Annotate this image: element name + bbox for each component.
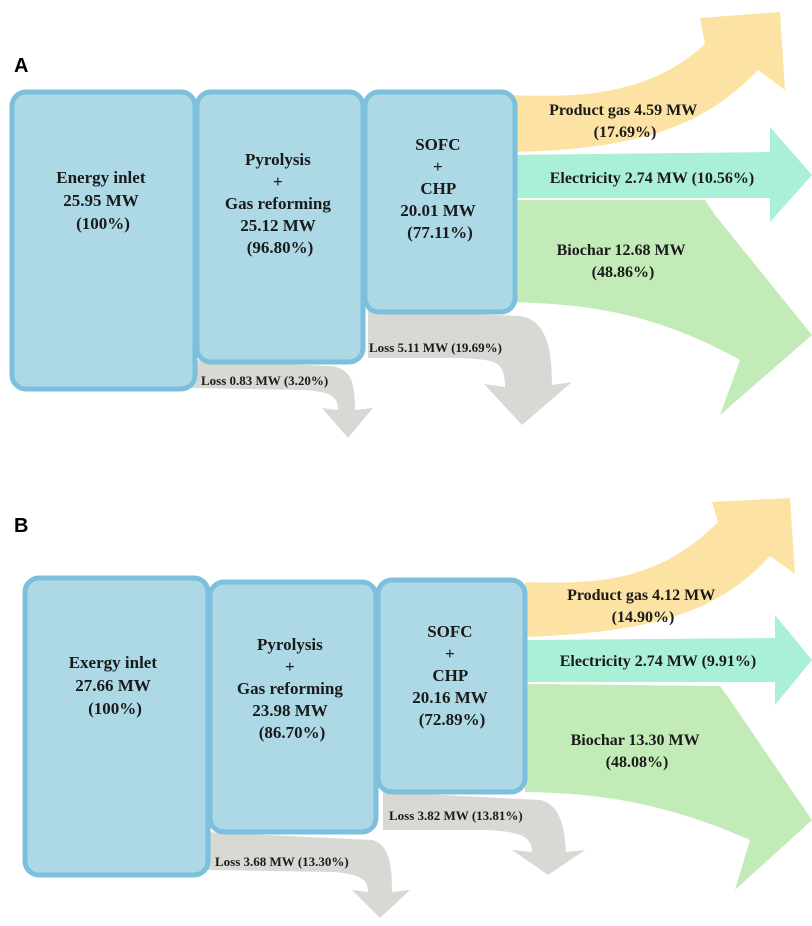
panel-b-loss2-label: Loss 3.82 MW (13.81%)	[389, 808, 523, 823]
panel-a-loss2-flow	[368, 310, 572, 425]
panel-b-biochar-flow	[525, 684, 812, 890]
panel-b-stage1-line: Pyrolysis	[257, 635, 323, 654]
panel-b-stage1-line: 23.98 MW	[252, 701, 328, 720]
panel-a-inlet-line: Energy inlet	[56, 168, 146, 187]
panel-b-electricity-flow	[525, 615, 812, 705]
panel-b-biochar-line: Biochar 13.30 MW	[571, 732, 700, 749]
panel-a-inlet-line: 25.95 MW	[63, 191, 139, 210]
panel-b-product-gas-line: Product gas 4.12 MW	[567, 587, 715, 604]
panel-a-biochar-flow	[510, 200, 812, 415]
panel-a-product-gas-flow	[510, 12, 785, 152]
panel-a-product-gas-line: Product gas 4.59 MW	[549, 102, 697, 119]
panel-a-label: A	[14, 55, 28, 77]
panel-a-inlet-line: (100%)	[76, 214, 130, 233]
panel-b-inlet-line: Exergy inlet	[69, 653, 158, 672]
panel-b-inlet-line: 27.66 MW	[75, 676, 151, 695]
panel-b-loss2-flow	[383, 792, 585, 875]
panel-a-stage1-line: 25.12 MW	[240, 216, 316, 235]
panel-b-stage1-line: Gas reforming	[237, 679, 343, 698]
panel-b-stage2-line: +	[445, 644, 455, 663]
panel-a-stage2-line: +	[433, 157, 443, 176]
panel-b-product-gas-label: Product gas 4.12 MW (14.90%)	[567, 587, 719, 626]
panel-a-electricity-flow	[510, 127, 812, 222]
panel-a-inlet-label: Energy inlet 25.95 MW (100%)	[56, 168, 150, 233]
panel-b-stage1-line: +	[285, 657, 295, 676]
panel-b-inlet-box	[22, 575, 211, 878]
panel-b-stage2-line: (72.89%)	[419, 710, 486, 729]
panel-b-biochar-label: Biochar 13.30 MW (48.08%)	[571, 732, 704, 771]
panel-b-inlet-label: Exergy inlet 27.66 MW (100%)	[69, 653, 162, 718]
panel-b-loss1-flow	[205, 832, 410, 918]
panel-b-stage2-box	[375, 577, 528, 795]
panel-a-electricity-line: Electricity 2.74 MW (10.56%)	[550, 170, 755, 187]
panel-a-stage2-line: 20.01 MW	[400, 201, 476, 220]
panel-a: A Energy inlet 25.95 MW (100%) Pyrolysis…	[9, 12, 812, 438]
panel-b-stage1-line: (86.70%)	[259, 723, 326, 742]
panel-a-stage2-label: SOFC + CHP 20.01 MW (77.11%)	[400, 135, 480, 242]
panel-a-stage1-line: (96.80%)	[247, 238, 314, 257]
panel-a-biochar-line: (48.86%)	[592, 264, 655, 281]
panel-b-product-gas-line: (14.90%)	[612, 609, 675, 626]
panel-b-stage2-label: SOFC + CHP 20.16 MW (72.89%)	[412, 622, 492, 729]
panel-a-stage2-line: (77.11%)	[407, 223, 473, 242]
panel-a-loss1-flow	[190, 360, 373, 438]
panel-a-stage2-line: SOFC	[415, 135, 460, 154]
panel-a-loss1-label: Loss 0.83 MW (3.20%)	[201, 373, 328, 388]
panel-b: B Exergy inlet 27.66 MW (100%) Pyrolysis…	[14, 498, 812, 918]
panel-b-stage2-line: CHP	[432, 666, 468, 685]
panel-b-inlet-line: (100%)	[88, 699, 142, 718]
panel-a-stage2-box	[362, 89, 518, 315]
panel-a-stage1-line: Pyrolysis	[245, 150, 311, 169]
panel-a-stage1-label: Pyrolysis + Gas reforming 25.12 MW (96.8…	[225, 150, 335, 257]
panel-b-label: B	[14, 515, 28, 537]
panel-b-electricity-label: Electricity 2.74 MW (9.91%)	[560, 653, 757, 670]
panel-a-biochar-label: Biochar 12.68 MW (48.86%)	[557, 242, 690, 281]
panel-b-product-gas-flow	[525, 498, 795, 637]
panel-b-biochar-line: (48.08%)	[606, 754, 669, 771]
panel-b-electricity-line: Electricity 2.74 MW (9.91%)	[560, 653, 757, 670]
panel-a-biochar-line: Biochar 12.68 MW	[557, 242, 686, 259]
panel-a-product-gas-line: (17.69%)	[594, 124, 657, 141]
panel-a-stage2-line: CHP	[420, 179, 456, 198]
panel-b-stage2-line: 20.16 MW	[412, 688, 488, 707]
panel-a-electricity-label: Electricity 2.74 MW (10.56%)	[550, 170, 755, 187]
panel-b-loss1-label: Loss 3.68 MW (13.30%)	[215, 854, 349, 869]
panel-a-stage1-line: Gas reforming	[225, 194, 331, 213]
panel-a-loss2-label: Loss 5.11 MW (19.69%)	[369, 340, 502, 355]
panel-a-stage1-line: +	[273, 172, 283, 191]
panel-a-inlet-box	[9, 89, 198, 392]
panel-a-product-gas-label: Product gas 4.59 MW (17.69%)	[549, 102, 701, 141]
panel-b-stage1-label: Pyrolysis + Gas reforming 23.98 MW (86.7…	[237, 635, 347, 742]
panel-b-stage2-line: SOFC	[427, 622, 472, 641]
